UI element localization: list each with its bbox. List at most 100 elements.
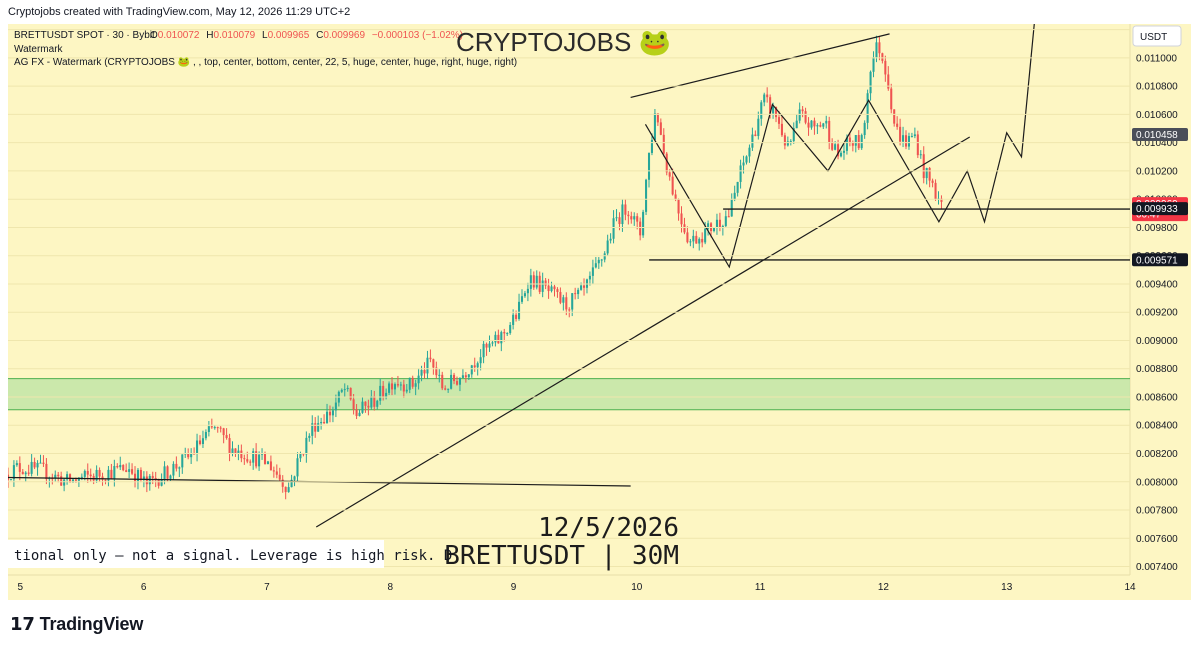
time-tick-label: 14 bbox=[1124, 582, 1136, 593]
candle-body bbox=[210, 426, 213, 428]
candle-body bbox=[89, 474, 92, 477]
candle-body bbox=[907, 136, 910, 147]
scale-label-support1-bg bbox=[1132, 202, 1188, 216]
scale-label-upper-bg bbox=[1132, 127, 1188, 141]
candle-body bbox=[293, 476, 296, 480]
candle-body bbox=[742, 162, 745, 166]
candle-body bbox=[491, 342, 494, 344]
candle-body bbox=[813, 120, 816, 127]
candle-body bbox=[597, 259, 600, 264]
candle-body bbox=[795, 120, 798, 129]
candle-body bbox=[198, 440, 202, 445]
candle-body bbox=[101, 476, 104, 480]
legend-indicator-watermark: Watermark bbox=[14, 44, 64, 55]
candle-body bbox=[647, 152, 651, 180]
candle-body bbox=[343, 389, 346, 391]
candle-body bbox=[919, 154, 922, 156]
candle-body bbox=[721, 226, 724, 228]
candle-body bbox=[237, 450, 240, 454]
candle-body bbox=[689, 241, 692, 243]
candle-body bbox=[789, 141, 792, 143]
candle-body bbox=[95, 469, 98, 481]
candle-body bbox=[875, 42, 878, 58]
chart-svg[interactable]: 0.0112000.0110000.0108000.0106000.010400… bbox=[8, 24, 1191, 600]
candle-body bbox=[139, 469, 142, 480]
candle-body bbox=[228, 438, 231, 454]
candle-body bbox=[169, 475, 172, 479]
currency-button-label[interactable]: USDT bbox=[1140, 32, 1167, 43]
candle-body bbox=[284, 486, 287, 493]
candle-body bbox=[896, 123, 899, 127]
candle-body bbox=[674, 194, 677, 200]
currency-button[interactable] bbox=[1132, 25, 1182, 47]
created-with-text: Cryptojobs created with TradingView.com,… bbox=[8, 6, 351, 18]
candle-body bbox=[157, 479, 160, 486]
candle-body bbox=[544, 280, 547, 286]
tradingview-logo[interactable]: 𝟭𝟳 TradingView bbox=[10, 614, 143, 635]
candle-body bbox=[860, 135, 863, 149]
candle-body bbox=[577, 289, 580, 295]
trend-line bbox=[315, 136, 971, 528]
footer: 𝟭𝟳 TradingView bbox=[0, 600, 1199, 648]
candle-body bbox=[222, 428, 225, 436]
candle-body bbox=[550, 286, 553, 292]
scale-label-upper: 0.010458 bbox=[1136, 130, 1178, 141]
candle-body bbox=[863, 122, 866, 136]
price-tick-label: 0.008600 bbox=[1136, 392, 1178, 403]
candle-body bbox=[476, 363, 479, 368]
candle-body bbox=[219, 427, 222, 429]
candle-body bbox=[730, 199, 733, 217]
watermark-symbol: BRETTUSDT | 30M bbox=[444, 541, 679, 571]
time-tick-label: 13 bbox=[1001, 582, 1013, 593]
candle-body bbox=[447, 388, 450, 390]
candle-body bbox=[290, 479, 293, 488]
price-tick-label: 0.010200 bbox=[1136, 166, 1178, 177]
candle-body bbox=[66, 474, 69, 480]
candle-body bbox=[645, 179, 648, 212]
candle-body bbox=[441, 374, 444, 389]
candle-body bbox=[287, 487, 290, 493]
candle-body bbox=[201, 438, 204, 445]
candle-body bbox=[352, 399, 355, 410]
chart-area[interactable]: 0.0112000.0110000.0108000.0106000.010400… bbox=[8, 24, 1191, 600]
candle-body bbox=[308, 435, 311, 438]
candle-body bbox=[396, 384, 399, 386]
candle-body bbox=[816, 125, 819, 127]
candle-body bbox=[83, 470, 86, 477]
candle-body bbox=[266, 461, 269, 465]
legend-symbol: BRETTUSDT SPOT · 30 · Bybit bbox=[14, 30, 155, 41]
candle-body bbox=[736, 181, 739, 193]
candle-body bbox=[458, 377, 461, 385]
candle-body bbox=[798, 109, 801, 121]
candle-body bbox=[668, 172, 671, 177]
candle-body bbox=[470, 365, 473, 375]
candle-body bbox=[18, 463, 21, 472]
candle-body bbox=[618, 217, 621, 225]
candle-body bbox=[455, 381, 459, 385]
candle-body bbox=[86, 470, 89, 475]
candle-body bbox=[255, 451, 258, 467]
candle-body bbox=[325, 411, 329, 424]
candle-body bbox=[163, 466, 166, 480]
candle-body bbox=[902, 135, 905, 142]
candle-body bbox=[904, 135, 908, 147]
watermark-brand: CRYPTOJOBS 🐸 bbox=[456, 27, 671, 57]
candle-body bbox=[131, 469, 134, 474]
candle-body bbox=[376, 400, 379, 407]
candle-body bbox=[142, 476, 145, 480]
candle-body bbox=[399, 384, 402, 386]
candle-body bbox=[633, 216, 636, 220]
price-tick-label: 0.009400 bbox=[1136, 279, 1178, 290]
candle-body bbox=[621, 204, 624, 225]
candle-body bbox=[482, 343, 485, 358]
candle-body bbox=[890, 88, 893, 110]
candle-body bbox=[334, 402, 337, 411]
candle-body bbox=[831, 141, 834, 150]
candle-body bbox=[642, 211, 645, 236]
candle-body bbox=[355, 409, 358, 416]
candle-body bbox=[151, 475, 154, 479]
scale-label-support2-bg bbox=[1132, 253, 1188, 267]
candle-body bbox=[305, 437, 308, 455]
candle-body bbox=[175, 463, 178, 469]
candle-body bbox=[213, 427, 216, 429]
